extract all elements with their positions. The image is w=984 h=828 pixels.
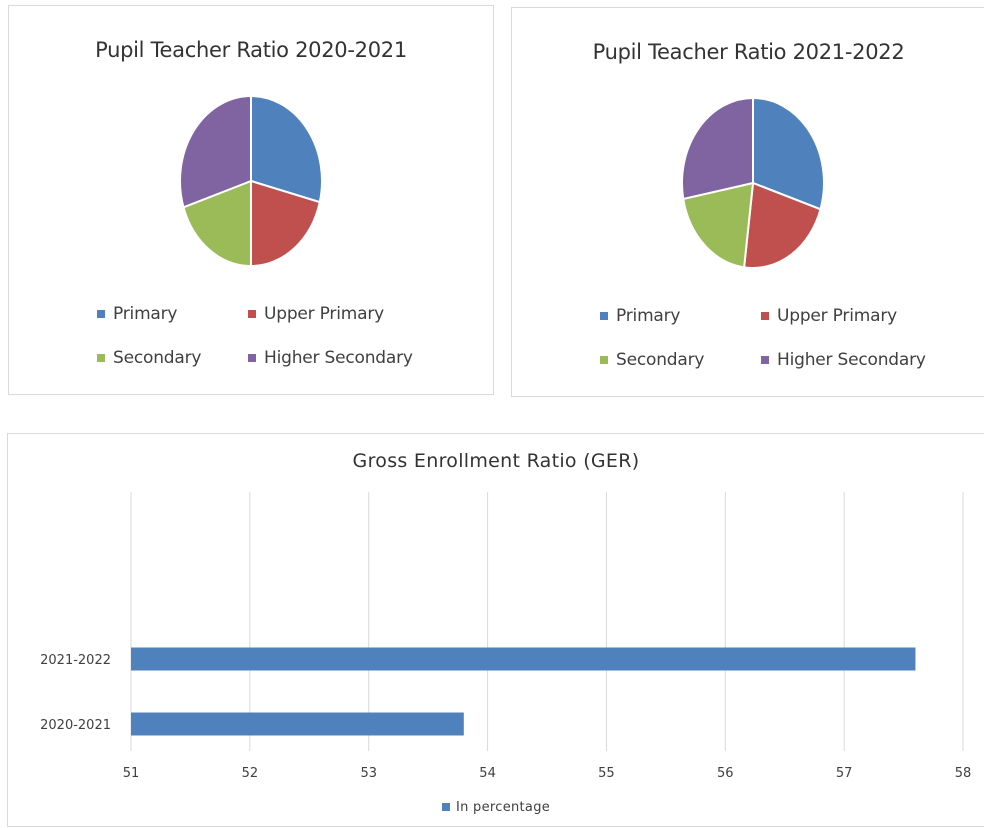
legend-label: Primary <box>616 306 681 326</box>
x-tick-label: 55 <box>598 766 615 781</box>
pie-slice-higher-secondary <box>681 96 754 201</box>
x-tick-label: 58 <box>955 766 972 781</box>
bar-chart-title: Gross Enrollment Ratio (GER) <box>352 450 640 472</box>
pie-chart-panel-2020-2021: Pupil Teacher Ratio 2020-2021 Primary Up… <box>8 5 494 395</box>
legend-swatch-primary <box>97 310 105 318</box>
legend-swatch-upper-primary <box>248 310 256 318</box>
pie-chart-2021-2022 <box>681 96 825 269</box>
pie-slice-primary <box>250 94 323 204</box>
legend-label: In percentage <box>455 800 551 815</box>
legend-item-upper-primary: Upper Primary <box>761 306 897 326</box>
legend-swatch-in-percentage <box>441 803 450 811</box>
legend-swatch-higher-secondary <box>761 356 769 364</box>
legend-item-secondary: Secondary <box>600 350 704 370</box>
bar-2021-2022 <box>131 647 916 671</box>
legend-label: Secondary <box>616 350 705 370</box>
legend-swatch-upper-primary <box>761 312 769 320</box>
legend-label: Upper Primary <box>264 304 384 324</box>
pie-slice-upper-primary <box>250 179 321 268</box>
legend-swatch-higher-secondary <box>248 354 256 362</box>
pie-chart-panel-2021-2022: Pupil Teacher Ratio 2021-2022 Primary Up… <box>511 7 984 397</box>
x-tick-label: 53 <box>360 766 377 781</box>
x-tick-label: 52 <box>242 766 259 781</box>
pie-slice-upper-primary <box>743 181 822 269</box>
pie-slice-primary <box>752 96 825 211</box>
legend-item-secondary: Secondary <box>97 348 201 368</box>
bar-chart-ger: 51 52 53 54 55 56 57 58 2021-2022 2020-2021 <box>40 492 972 781</box>
x-tick-label: 57 <box>836 766 853 781</box>
x-tick-label: 56 <box>717 766 734 781</box>
legend-item-primary: Primary <box>97 304 177 324</box>
x-tick-label: 54 <box>479 766 496 781</box>
pie-chart-title: Pupil Teacher Ratio 2020-2021 <box>95 38 407 62</box>
legend-item-higher-secondary: Higher Secondary <box>761 350 926 370</box>
bar-chart-panel-ger: Gross Enrollment Ratio (GER) 51 52 53 54 55 5… <box>7 433 984 827</box>
legend-swatch-primary <box>600 312 608 320</box>
x-tick-label: 51 <box>123 766 140 781</box>
y-category-label: 2021-2022 <box>40 653 111 668</box>
legend-item-primary: Primary <box>600 306 680 326</box>
legend-item-upper-primary: Upper Primary <box>248 304 384 324</box>
legend-swatch-secondary <box>600 356 608 364</box>
legend-item-higher-secondary: Higher Secondary <box>248 348 413 368</box>
pie-slice-higher-secondary <box>179 94 252 209</box>
pie-chart-title: Pupil Teacher Ratio 2021-2022 <box>592 40 905 64</box>
bar-chart-legend: In percentage <box>8 800 984 815</box>
bar-2020-2021 <box>131 712 464 736</box>
pie-slice-secondary <box>682 181 755 269</box>
legend-label: Upper Primary <box>777 306 897 326</box>
y-category-label: 2020-2021 <box>40 718 111 733</box>
legend-swatch-secondary <box>97 354 105 362</box>
legend-label: Secondary <box>113 348 202 368</box>
legend-label: Primary <box>113 304 178 324</box>
legend-label: Higher Secondary <box>264 348 413 368</box>
legend-label: Higher Secondary <box>777 350 926 370</box>
pie-slice-secondary <box>182 179 252 268</box>
pie-chart-2020-2021 <box>179 94 323 268</box>
